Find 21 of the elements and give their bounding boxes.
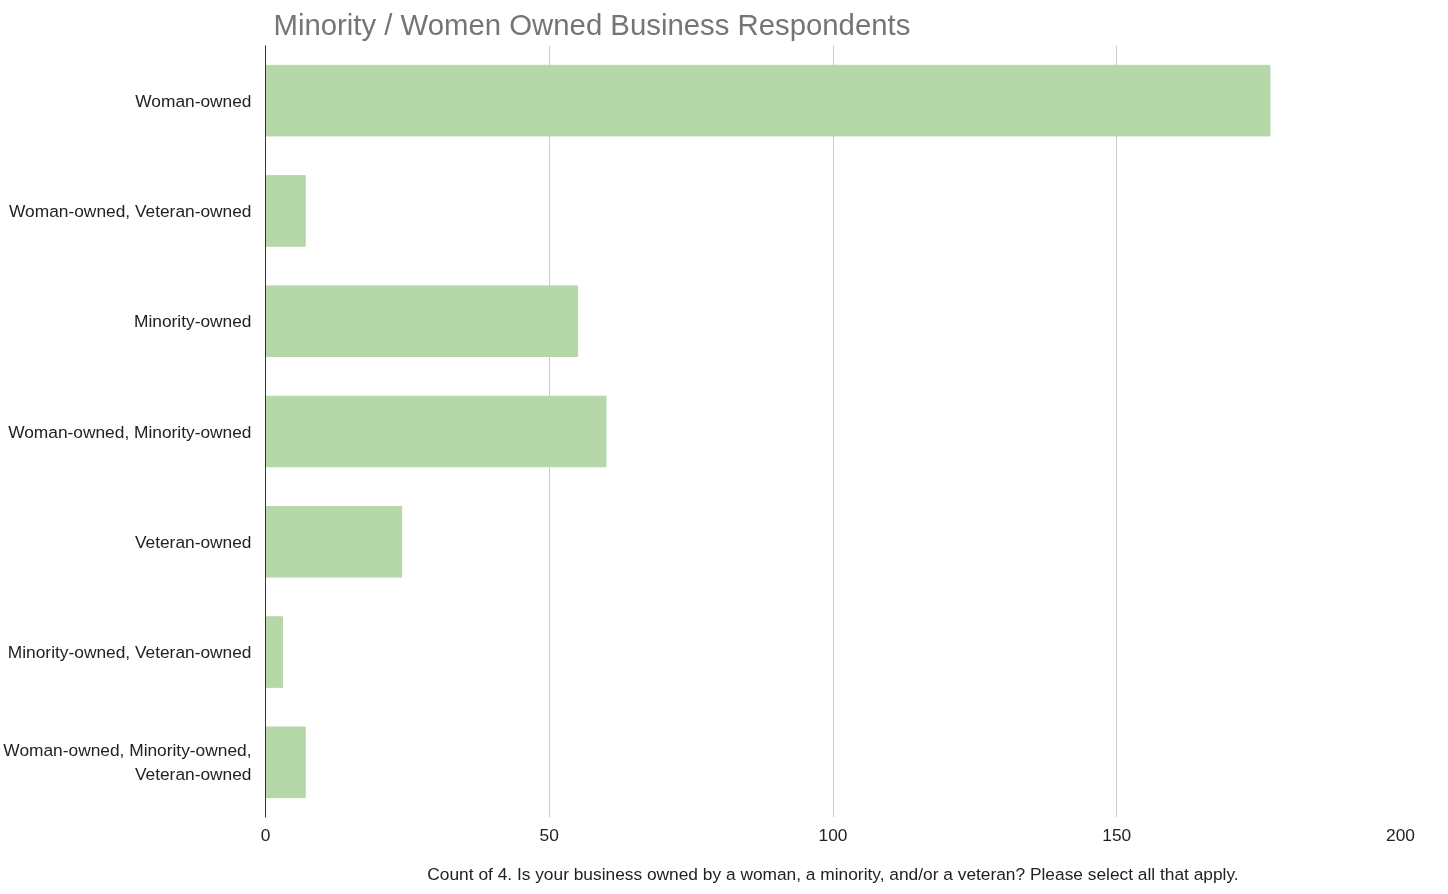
x-tick-label: 50 (539, 824, 559, 845)
bar (265, 726, 306, 799)
x-tick-label: 0 (260, 824, 271, 845)
y-tick-label: Minority-owned (134, 311, 252, 332)
y-tick-label: Woman-owned, Minority-owned (8, 421, 252, 442)
y-tick-label: Minority-owned, Veteran-owned (7, 642, 252, 663)
bar (265, 175, 306, 247)
bar (265, 395, 607, 468)
bar (265, 285, 579, 358)
chart-title: Minority / Women Owned Business Respondents (273, 7, 911, 41)
bar (265, 64, 1271, 137)
x-tick-label: 200 (1386, 824, 1415, 845)
x-tick-label: 100 (818, 824, 848, 845)
x-tick-label: 150 (1102, 824, 1132, 845)
bar (265, 505, 403, 578)
y-tick-label: Woman-owned, Veteran-owned (9, 200, 252, 221)
y-tick-label: Veteran-owned (134, 531, 252, 552)
bar (265, 616, 284, 688)
y-tick-label: Woman-owned, Minority-owned, Veteran-owned (3, 740, 252, 785)
y-tick-label: Woman-owned (135, 90, 252, 111)
x-axis-title: Count of 4. Is your business owned by a woman, a minority, and/or a veteran? Please select all that apply. (427, 863, 1239, 884)
